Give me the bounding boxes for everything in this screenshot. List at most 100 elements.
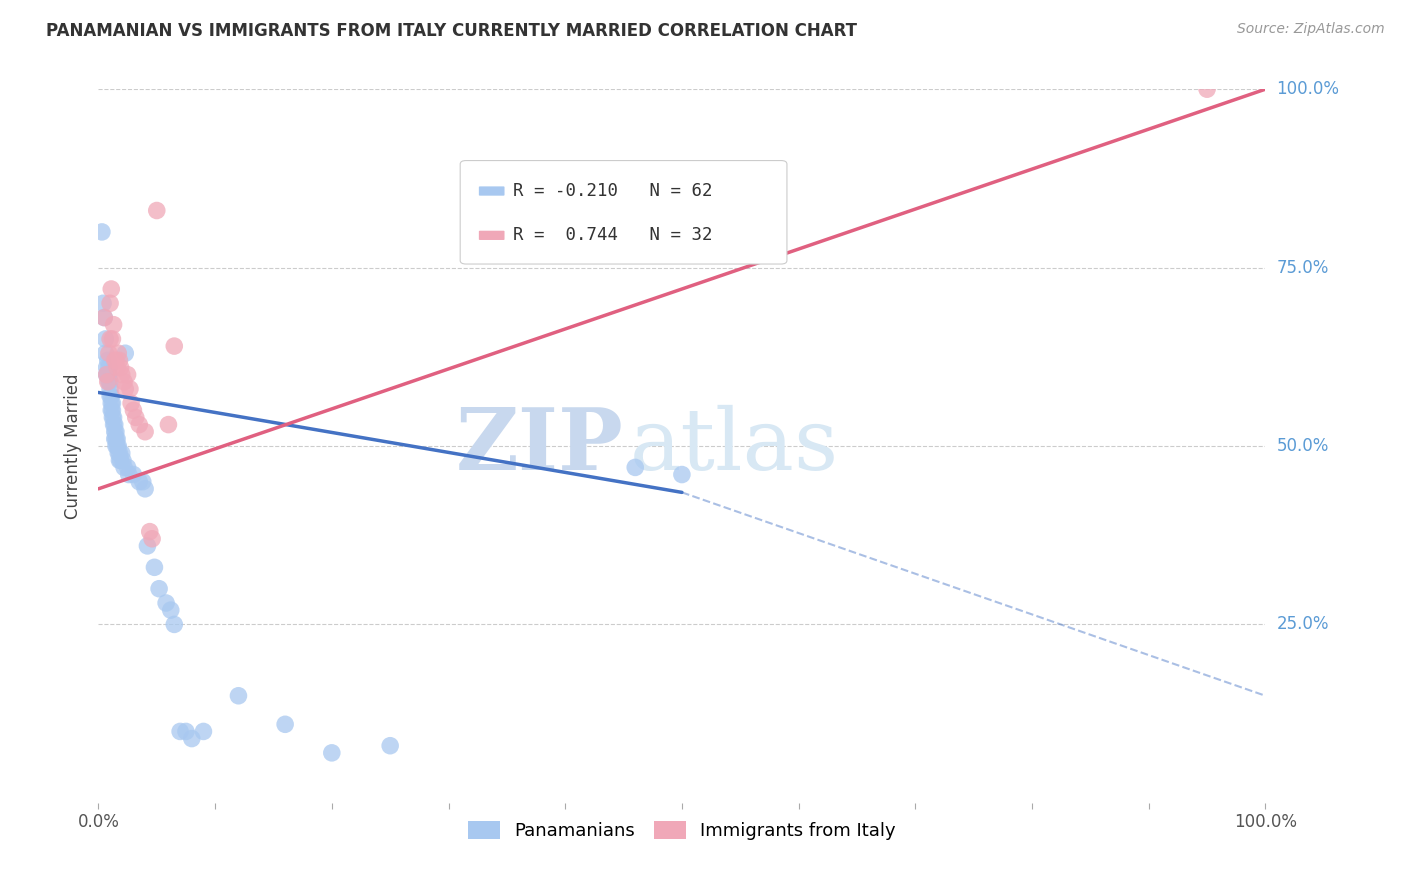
Text: 50.0%: 50.0% [1277,437,1329,455]
Point [1195,82,1218,96]
Point [228,689,250,703]
Point [97,353,120,368]
Point [98,296,121,310]
Point [122,467,145,482]
Point [104,353,127,368]
Point [120,396,142,410]
FancyBboxPatch shape [479,231,505,240]
Point [104,432,127,446]
Point [174,724,197,739]
Point [98,382,121,396]
Point [128,417,150,432]
Point [134,425,156,439]
Point [104,425,127,439]
Point [98,389,121,403]
Point [169,724,191,739]
Point [100,396,122,410]
Point [103,410,125,425]
Point [128,475,150,489]
Point [108,453,131,467]
Point [624,460,647,475]
Point [117,368,139,382]
Text: Source: ZipAtlas.com: Source: ZipAtlas.com [1237,22,1385,37]
Point [105,432,128,446]
Point [94,332,117,346]
Point [110,360,132,375]
Point [380,739,402,753]
Point [97,368,120,382]
Point [132,475,155,489]
Point [97,360,120,375]
Point [118,382,141,396]
Text: 25.0%: 25.0% [1277,615,1329,633]
Point [100,282,122,296]
Point [105,439,128,453]
Point [143,560,166,574]
Point [93,310,115,325]
Point [125,410,148,425]
Point [114,382,136,396]
Text: ZIP: ZIP [456,404,624,488]
Point [97,368,120,382]
Point [107,346,129,360]
Point [193,724,215,739]
Point [101,410,124,425]
Point [671,211,693,225]
Point [671,467,693,482]
Point [163,617,186,632]
Point [146,203,169,218]
Point [100,389,122,403]
Point [107,446,129,460]
Point [96,368,118,382]
Point [134,482,156,496]
Point [96,360,118,375]
Point [104,432,127,446]
Point [274,717,297,731]
Point [104,425,127,439]
Point [321,746,343,760]
Point [94,346,117,360]
Point [111,446,134,460]
Point [104,439,127,453]
Legend: Panamanians, Immigrants from Italy: Panamanians, Immigrants from Italy [461,814,903,847]
Point [101,403,124,417]
Point [118,467,141,482]
Point [98,375,121,389]
Point [139,524,162,539]
Point [107,439,129,453]
Text: 75.0%: 75.0% [1277,259,1329,277]
Point [103,318,125,332]
Point [122,403,145,417]
Point [97,375,120,389]
Point [101,332,124,346]
Point [110,453,132,467]
Point [112,460,135,475]
Point [111,453,134,467]
Point [104,353,127,368]
Point [91,296,114,310]
Point [159,603,181,617]
Point [97,375,120,389]
Point [108,446,131,460]
Text: PANAMANIAN VS IMMIGRANTS FROM ITALY CURRENTLY MARRIED CORRELATION CHART: PANAMANIAN VS IMMIGRANTS FROM ITALY CURR… [46,22,858,40]
Point [180,731,202,746]
FancyBboxPatch shape [479,186,505,195]
Point [117,460,139,475]
Point [111,368,134,382]
Point [148,582,170,596]
Y-axis label: Currently Married: Currently Married [65,373,83,519]
Point [98,332,121,346]
FancyBboxPatch shape [460,161,787,264]
Text: R = -0.210   N = 62: R = -0.210 N = 62 [513,182,713,200]
Point [114,346,136,360]
Point [93,310,115,325]
Point [97,346,120,360]
Point [100,403,122,417]
Point [141,532,163,546]
Point [108,353,131,368]
Point [112,375,135,389]
Point [101,396,124,410]
Text: atlas: atlas [630,404,838,488]
Point [155,596,177,610]
Point [103,417,125,432]
